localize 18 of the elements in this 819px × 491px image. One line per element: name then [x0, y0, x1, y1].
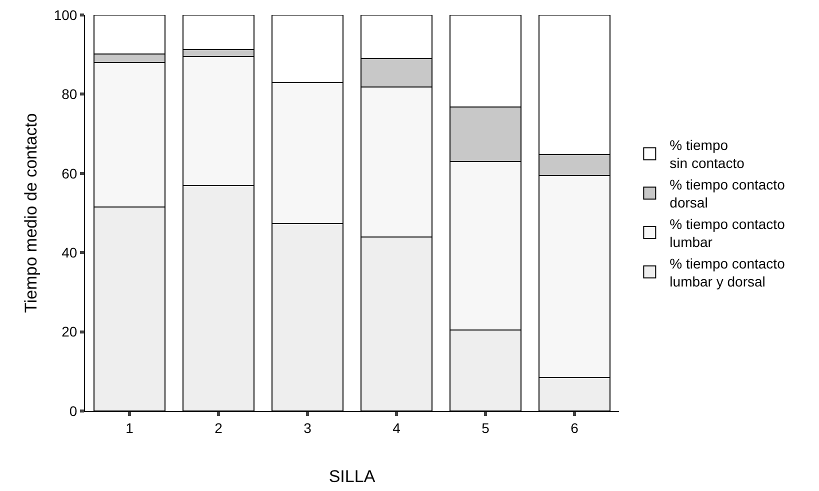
y-tick-label: 20	[62, 324, 78, 340]
y-tick-label: 40	[62, 244, 78, 260]
y-axis-title: Tiempo medio de contacto	[21, 113, 40, 313]
legend-label: % tiempo sin contacto	[670, 137, 745, 172]
x-tick-label: 3	[304, 420, 312, 436]
y-tick-label: 60	[62, 165, 78, 182]
x-axis-title: SILLA	[328, 467, 376, 486]
y-tick-label: 100	[54, 6, 78, 23]
legend-label: % tiempo contacto lumbar y dorsal	[670, 255, 786, 290]
x-tick-label: 5	[482, 420, 490, 436]
y-tick-label: 0	[69, 402, 78, 419]
legend-label: % tiempo contacto dorsal	[670, 176, 786, 211]
x-tick-label: 1	[126, 420, 134, 436]
y-tick-label: 80	[62, 86, 78, 102]
legend-label: % tiempo contacto lumbar	[670, 216, 786, 250]
x-tick-label: 6	[570, 420, 579, 436]
x-tick-label: 4	[392, 420, 401, 436]
x-tick-label: 2	[214, 420, 223, 436]
